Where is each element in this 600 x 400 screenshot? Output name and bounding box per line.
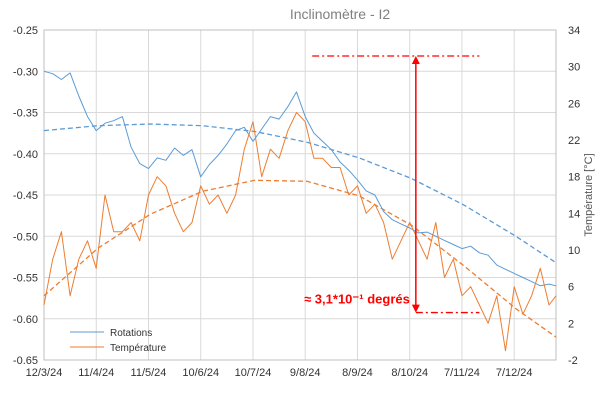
x-tick-label: 12/3/24 (26, 367, 63, 379)
right-tick-label: 14 (568, 208, 580, 220)
annotation-arrow-head-up (411, 55, 420, 64)
annotation: ≈ 3,1*10⁻¹ degrés (304, 55, 480, 314)
x-tick-label: 7/12/24 (496, 367, 533, 379)
x-tick-label: 7/11/24 (444, 367, 480, 379)
right-tick-label: 18 (568, 172, 580, 184)
right-tick-label: 6 (568, 282, 574, 294)
right-tick-label: 26 (568, 98, 580, 110)
right-tick-label: 10 (568, 245, 580, 257)
left-axis-ticks: -0.25 -0.30 -0.35 -0.40 -0.45 -0.50 -0.55 -0.60… (13, 25, 38, 367)
left-tick-label: -0.60 (13, 314, 38, 326)
right-tick-label: 34 (568, 25, 580, 37)
trendline-left (43, 123, 557, 264)
left-tick-label: -0.55 (13, 273, 38, 285)
left-tick-label: -0.30 (13, 66, 38, 78)
right-tick-label: -2 (568, 355, 578, 367)
legend: Rotations Température (70, 328, 167, 354)
left-tick-label: -0.25 (13, 25, 38, 37)
data-series (43, 70, 557, 352)
right-axis-ticks: 34 30 26 22 18 14 10 6 2 -2 (568, 25, 580, 367)
x-tick-label: 8/9/24 (342, 367, 373, 379)
right-tick-label: 22 (568, 135, 580, 147)
x-tick-label: 9/8/24 (290, 367, 321, 379)
right-axis-title: Température [°C] (583, 153, 595, 236)
legend-label-temperature: Température (110, 343, 167, 354)
left-tick-label: -0.45 (13, 190, 38, 202)
left-tick-label: -0.35 (13, 108, 38, 120)
right-tick-label: 2 (568, 318, 574, 330)
left-tick-label: -0.65 (13, 355, 38, 367)
left-tick-label: -0.50 (13, 231, 38, 243)
left-tick-label: -0.40 (13, 149, 38, 161)
x-tick-label: 10/6/24 (182, 367, 219, 379)
x-tick-label: 11/5/24 (131, 367, 167, 379)
chart-title: Inclinomètre - I2 (290, 6, 391, 22)
series-line-temperature (43, 112, 557, 352)
legend-label-rotations: Rotations (110, 328, 152, 339)
right-tick-label: 30 (568, 62, 580, 74)
x-tick-label: 11/4/24 (78, 367, 114, 379)
plot-frame (43, 29, 557, 361)
x-tick-label: 8/10/24 (391, 367, 428, 379)
x-axis-ticks: 12/3/24 11/4/24 11/5/24 10/6/24 10/7/24 9/8/2… (26, 367, 533, 379)
annotation-label: ≈ 3,1*10⁻¹ degrés (304, 292, 410, 307)
x-tick-label: 10/7/24 (235, 367, 272, 379)
annotation-arrow-head-down (411, 304, 420, 313)
grid (43, 29, 557, 361)
series-line-rotations (43, 70, 557, 287)
